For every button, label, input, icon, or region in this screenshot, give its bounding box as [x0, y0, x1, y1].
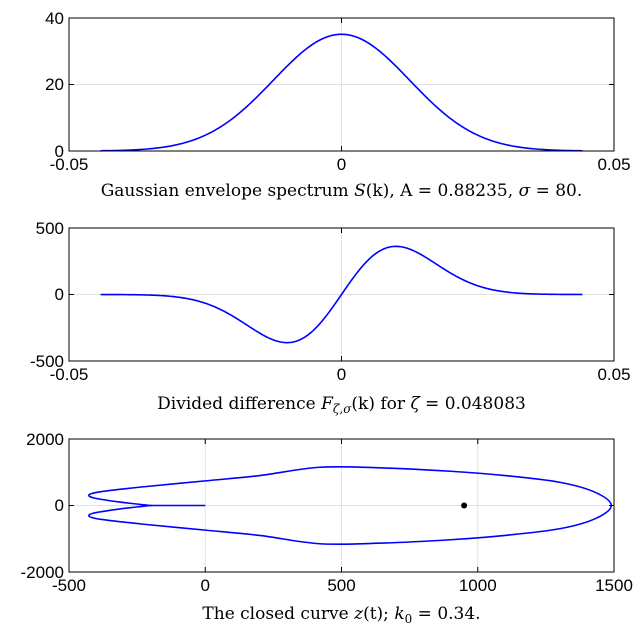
- panel-2-ytick-label: 500: [36, 219, 64, 238]
- panel-2-xtick-label: 0.05: [597, 365, 630, 384]
- panel-3-xtick-label: 500: [327, 576, 355, 595]
- panel-1-xtick-label: 0.05: [597, 155, 630, 174]
- panel-3-xtick-label: 1000: [459, 576, 497, 595]
- panel-3-marker-point: [461, 502, 468, 509]
- panel-3-ytick-label: 0: [55, 496, 64, 515]
- panel-3-ticks: [68, 438, 615, 573]
- panel-1-ytick-label: 0: [55, 142, 64, 161]
- panel-1-xtick-label: 0: [337, 155, 346, 174]
- panel-1-gaussian-curve: [100, 33, 583, 152]
- panel-1-ytick-label: 40: [45, 9, 64, 28]
- panel-3-xtick-label: -500: [52, 576, 86, 595]
- panel-3-xtick-label: 1500: [595, 576, 633, 595]
- panel-2-xtick-label: 0: [337, 365, 346, 384]
- panel-3-ytick-label: -2000: [21, 563, 64, 582]
- panel-3-closed-curve: -500 0 500 1000 1500 -2000 0 2000 The cl…: [21, 430, 633, 626]
- panel-2-ytick-label: -500: [30, 352, 64, 371]
- panel-1-caption: Gaussian envelope spectrum S(k), A = 0.8…: [101, 181, 583, 201]
- panel-1-gaussian-spectrum: -0.05 0 0.05 0 20 40 Gaussian envelope s…: [45, 9, 630, 201]
- panel-2-ytick-label: 0: [55, 285, 64, 304]
- panel-1-ytick-label: 20: [45, 75, 64, 94]
- panel-3-xtick-label: 0: [201, 576, 210, 595]
- panel-2-ticks: [68, 227, 615, 362]
- panel-1-ticks: [68, 17, 615, 152]
- panel-2-xtick-label: -0.05: [50, 365, 89, 384]
- panel-1-grid: [68, 17, 615, 152]
- panel-1-xtick-label: -0.05: [50, 155, 89, 174]
- panel-3-ytick-label: 2000: [26, 430, 64, 449]
- panel-2-divided-difference-curve: [100, 245, 583, 344]
- panel-2-caption: Divided difference Fζ,σ(k) for ζ = 0.048…: [157, 394, 526, 416]
- panel-2-divided-difference: -0.05 0 0.05 -500 0 500 Divided differen…: [30, 219, 631, 416]
- panel-3-caption: The closed curve z(t); k0 = 0.34.: [202, 604, 480, 626]
- panel-3-closed-curve-path: [88, 465, 613, 546]
